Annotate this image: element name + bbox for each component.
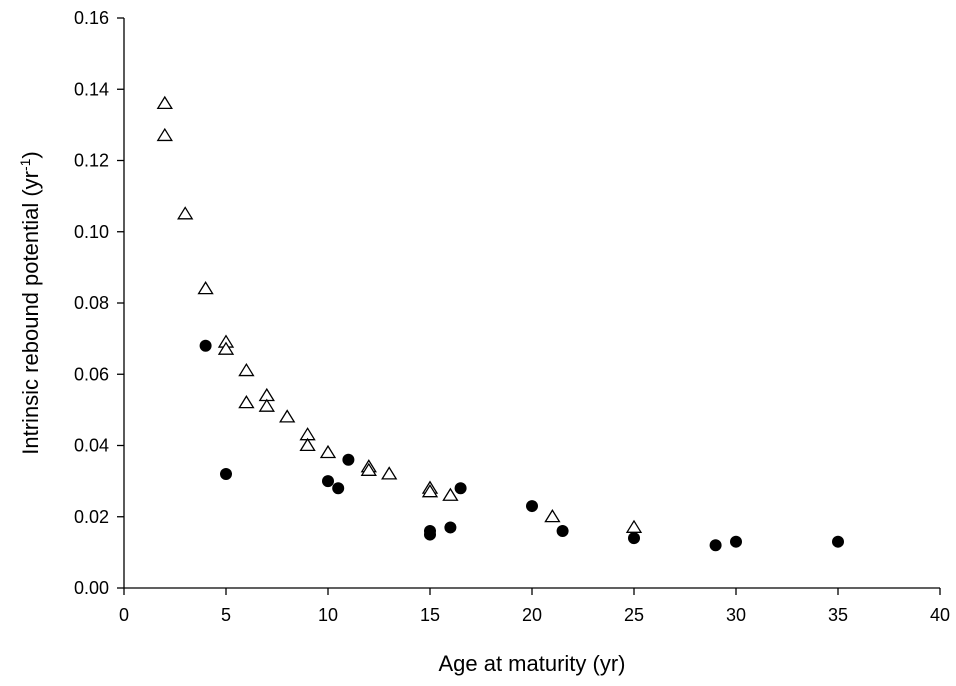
circle-point bbox=[628, 532, 640, 545]
triangle-point bbox=[381, 466, 398, 480]
x-tick-label: 5 bbox=[221, 605, 231, 625]
x-tick-label: 10 bbox=[318, 605, 338, 625]
triangle-point bbox=[238, 362, 255, 377]
y-tick-label: 0.02 bbox=[74, 507, 109, 527]
y-tick-label: 0.08 bbox=[74, 293, 109, 313]
x-tick-label: 0 bbox=[119, 605, 129, 625]
triangle-point bbox=[299, 437, 316, 452]
triangle-point bbox=[238, 395, 255, 409]
data-points bbox=[156, 95, 844, 552]
circle-point bbox=[709, 539, 722, 552]
triangle-point bbox=[625, 519, 643, 533]
y-tick-label: 0.12 bbox=[74, 151, 109, 171]
x-tick-label: 20 bbox=[522, 605, 542, 625]
y-tick-label: 0.10 bbox=[74, 222, 109, 242]
triangle-point bbox=[258, 398, 275, 412]
triangle-point bbox=[360, 462, 377, 476]
triangle-point bbox=[442, 487, 459, 501]
y-tick-label: 0.14 bbox=[74, 79, 109, 99]
circle-point bbox=[526, 500, 538, 513]
circle-point bbox=[220, 468, 232, 480]
y-axis-title-main: Intrinsic rebound potential (yr bbox=[18, 171, 43, 455]
y-axis-title-close: ) bbox=[18, 151, 43, 158]
y-axis-title: Intrinsic rebound potential (yr-1) bbox=[17, 151, 43, 454]
triangle-point bbox=[217, 341, 235, 355]
y-tick-label: 0.06 bbox=[74, 364, 109, 384]
x-tick-label: 25 bbox=[624, 605, 644, 625]
circle-point bbox=[832, 535, 844, 548]
circle-point bbox=[322, 475, 334, 488]
y-axis-title-superscript: -1 bbox=[17, 158, 33, 171]
y-tick-label: 0.16 bbox=[74, 8, 109, 28]
x-tick-label: 30 bbox=[726, 605, 746, 625]
circle-point bbox=[342, 453, 355, 466]
circle-point bbox=[730, 535, 742, 548]
circle-point bbox=[424, 525, 436, 537]
circle-point bbox=[454, 482, 467, 495]
y-tick-label: 0.00 bbox=[74, 578, 109, 598]
circle-point bbox=[444, 521, 457, 534]
triangle-point bbox=[319, 444, 337, 459]
triangle-point bbox=[421, 484, 439, 498]
triangle-point bbox=[544, 509, 561, 523]
x-axis-ticks: 0 5 10 15 20 25 30 35 40 bbox=[119, 588, 950, 625]
circle-point bbox=[332, 482, 345, 495]
triangle-point bbox=[177, 206, 194, 220]
x-tick-label: 15 bbox=[420, 605, 440, 625]
x-tick-label: 35 bbox=[828, 605, 848, 625]
triangle-point bbox=[197, 281, 214, 295]
x-axis-title: Age at maturity (yr) bbox=[438, 651, 625, 676]
triangle-point bbox=[279, 409, 296, 423]
x-tick-label: 40 bbox=[930, 605, 950, 625]
y-tick-label: 0.04 bbox=[74, 436, 109, 456]
triangle-point bbox=[156, 127, 173, 142]
y-axis-ticks: 0.00 0.02 0.04 0.06 0.08 0.10 0.12 0.14 0.16 bbox=[74, 8, 124, 598]
circle-point bbox=[199, 339, 212, 352]
circle-point bbox=[556, 525, 569, 537]
triangle-point bbox=[156, 95, 173, 110]
